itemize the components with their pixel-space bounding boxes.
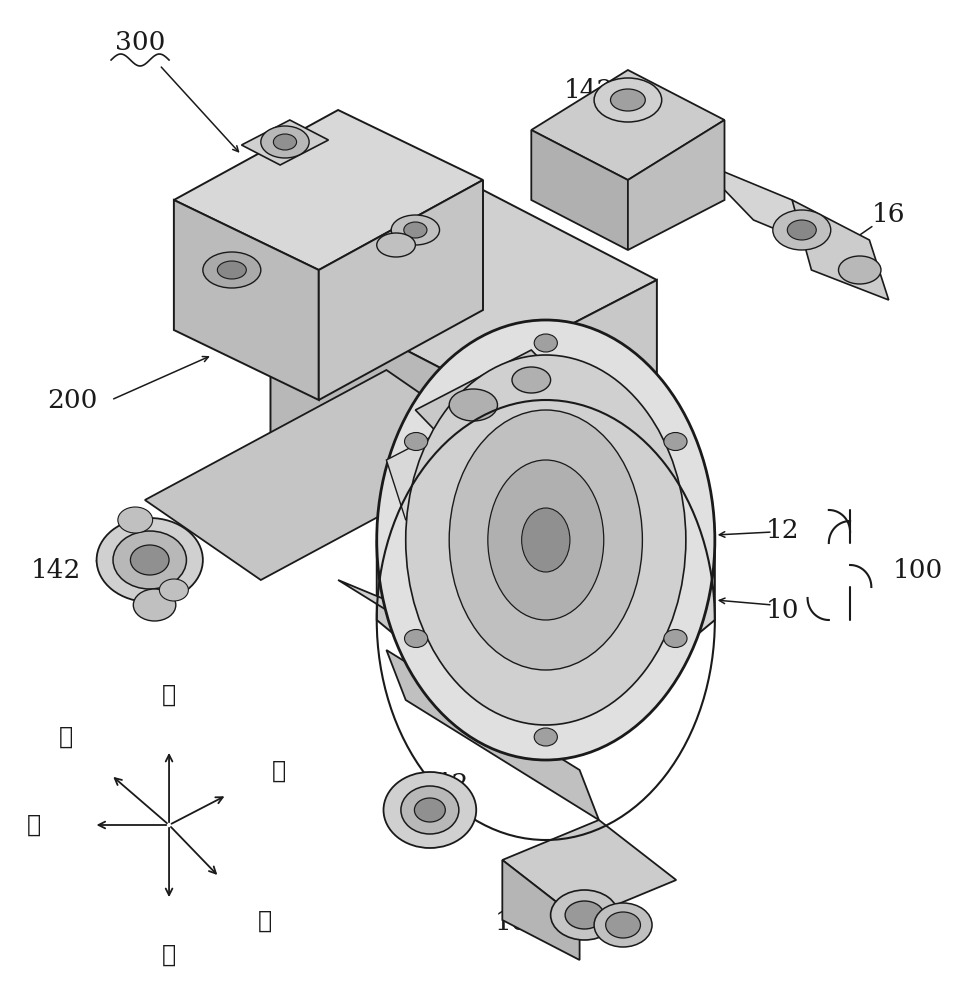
- Text: 后: 后: [59, 725, 72, 749]
- Polygon shape: [386, 650, 599, 820]
- Ellipse shape: [377, 320, 715, 760]
- Polygon shape: [270, 180, 657, 380]
- Polygon shape: [174, 110, 483, 270]
- Ellipse shape: [565, 901, 604, 929]
- Ellipse shape: [664, 432, 687, 450]
- Polygon shape: [464, 280, 657, 550]
- Ellipse shape: [488, 460, 604, 620]
- Text: 12: 12: [766, 518, 799, 542]
- Polygon shape: [531, 130, 628, 250]
- Ellipse shape: [273, 134, 297, 150]
- Ellipse shape: [377, 233, 415, 257]
- Ellipse shape: [512, 367, 551, 393]
- Ellipse shape: [404, 222, 427, 238]
- Ellipse shape: [594, 78, 662, 122]
- Polygon shape: [319, 180, 483, 400]
- Text: 16: 16: [872, 202, 905, 228]
- Polygon shape: [415, 350, 580, 460]
- Ellipse shape: [551, 890, 618, 940]
- Polygon shape: [696, 160, 850, 260]
- Ellipse shape: [391, 215, 440, 245]
- Ellipse shape: [261, 126, 309, 158]
- Ellipse shape: [449, 389, 497, 421]
- Ellipse shape: [401, 786, 459, 834]
- Ellipse shape: [449, 410, 642, 670]
- Polygon shape: [628, 120, 724, 250]
- Text: 16: 16: [496, 910, 528, 934]
- Ellipse shape: [405, 630, 428, 648]
- Ellipse shape: [787, 220, 816, 240]
- Polygon shape: [145, 370, 502, 580]
- Text: 前: 前: [258, 909, 271, 933]
- Text: 142: 142: [31, 558, 81, 582]
- Ellipse shape: [118, 507, 153, 533]
- Ellipse shape: [606, 912, 640, 938]
- Polygon shape: [270, 280, 464, 550]
- Ellipse shape: [611, 89, 645, 111]
- Polygon shape: [338, 580, 580, 720]
- Ellipse shape: [414, 798, 445, 822]
- Ellipse shape: [405, 432, 428, 450]
- Polygon shape: [242, 120, 328, 165]
- Polygon shape: [531, 70, 724, 180]
- Text: 142: 142: [419, 772, 469, 798]
- Ellipse shape: [133, 589, 176, 621]
- Text: 左: 左: [27, 813, 41, 837]
- Ellipse shape: [664, 630, 687, 648]
- Ellipse shape: [97, 518, 203, 602]
- Ellipse shape: [217, 261, 246, 279]
- Ellipse shape: [384, 772, 476, 848]
- Ellipse shape: [159, 579, 188, 601]
- Text: 上: 上: [162, 683, 176, 707]
- Text: 200: 200: [47, 387, 98, 412]
- Polygon shape: [386, 420, 483, 520]
- Ellipse shape: [522, 508, 570, 572]
- Ellipse shape: [534, 334, 557, 352]
- Ellipse shape: [773, 210, 831, 250]
- Polygon shape: [174, 200, 319, 400]
- Text: 300: 300: [115, 30, 165, 55]
- Text: 右: 右: [272, 759, 286, 783]
- Text: 下: 下: [162, 943, 176, 967]
- Ellipse shape: [594, 903, 652, 947]
- Polygon shape: [377, 540, 546, 760]
- Ellipse shape: [130, 545, 169, 575]
- Ellipse shape: [406, 355, 686, 725]
- Polygon shape: [792, 200, 889, 300]
- Ellipse shape: [838, 256, 881, 284]
- Ellipse shape: [534, 728, 557, 746]
- Text: 100: 100: [893, 558, 943, 582]
- Polygon shape: [502, 820, 676, 920]
- Polygon shape: [502, 860, 580, 960]
- Polygon shape: [546, 540, 715, 760]
- Text: 142: 142: [564, 78, 614, 103]
- Ellipse shape: [203, 252, 261, 288]
- Text: 10: 10: [766, 597, 799, 622]
- Ellipse shape: [113, 531, 186, 589]
